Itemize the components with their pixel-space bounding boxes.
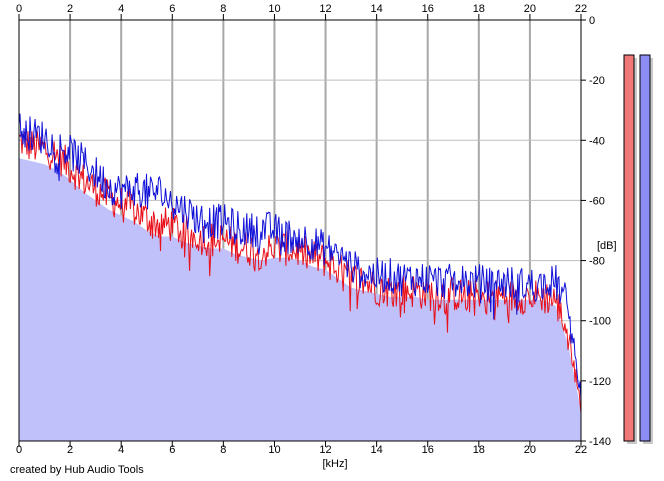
y-tick-label: -40 bbox=[589, 135, 605, 147]
y-tick-label: 0 bbox=[589, 15, 595, 27]
y-tick-label: -120 bbox=[589, 376, 611, 388]
x-axis-label: [kHz] bbox=[322, 458, 348, 470]
x-tick-label-top: 20 bbox=[524, 3, 536, 15]
x-tick-label-top: 6 bbox=[169, 3, 175, 15]
x-tick-label-top: 22 bbox=[575, 3, 587, 15]
meter-right bbox=[639, 54, 651, 442]
x-tick-label-bottom: 12 bbox=[319, 444, 331, 456]
x-tick-label-bottom: 18 bbox=[473, 444, 485, 456]
plot-border bbox=[18, 19, 582, 442]
x-tick-label-top: 2 bbox=[67, 3, 73, 15]
x-tick-label-top: 18 bbox=[473, 3, 485, 15]
tick-labels: 002244668810101212141416161818202022220-… bbox=[16, 3, 611, 456]
x-tick-label-top: 14 bbox=[371, 3, 383, 15]
x-tick-label-bottom: 6 bbox=[169, 444, 175, 456]
spectrum-fill-area bbox=[19, 158, 581, 442]
x-tick-label-top: 8 bbox=[220, 3, 226, 15]
level-meters bbox=[623, 54, 653, 444]
x-tick-label-bottom: 4 bbox=[118, 444, 124, 456]
x-tick-label-bottom: 20 bbox=[524, 444, 536, 456]
x-tick-label-bottom: 14 bbox=[371, 444, 383, 456]
y-tick-label: -60 bbox=[589, 195, 605, 207]
x-tick-label-bottom: 0 bbox=[16, 444, 22, 456]
y-axis-label: [dB] bbox=[597, 240, 617, 252]
x-tick-label-bottom: 10 bbox=[268, 444, 280, 456]
meter-left bbox=[623, 54, 635, 442]
plot-frame bbox=[18, 19, 582, 442]
y-tick-label: -100 bbox=[589, 316, 611, 328]
y-tick-label: -80 bbox=[589, 256, 605, 268]
x-tick-label-bottom: 16 bbox=[422, 444, 434, 456]
y-tick-label: -20 bbox=[589, 75, 605, 87]
credit-text: created by Hub Audio Tools bbox=[10, 464, 144, 476]
x-tick-label-bottom: 22 bbox=[575, 444, 587, 456]
spectrum-lines bbox=[18, 113, 582, 414]
x-tick-label-bottom: 8 bbox=[220, 444, 226, 456]
x-tick-label-top: 16 bbox=[422, 3, 434, 15]
spectrum-line-blue bbox=[18, 113, 582, 403]
x-tick-label-top: 0 bbox=[16, 3, 22, 15]
x-tick-label-bottom: 2 bbox=[67, 444, 73, 456]
spectrum-area bbox=[19, 158, 581, 442]
x-tick-label-top: 10 bbox=[268, 3, 280, 15]
y-tick-label: -140 bbox=[589, 436, 611, 448]
x-tick-label-top: 4 bbox=[118, 3, 124, 15]
x-tick-label-top: 12 bbox=[319, 3, 331, 15]
